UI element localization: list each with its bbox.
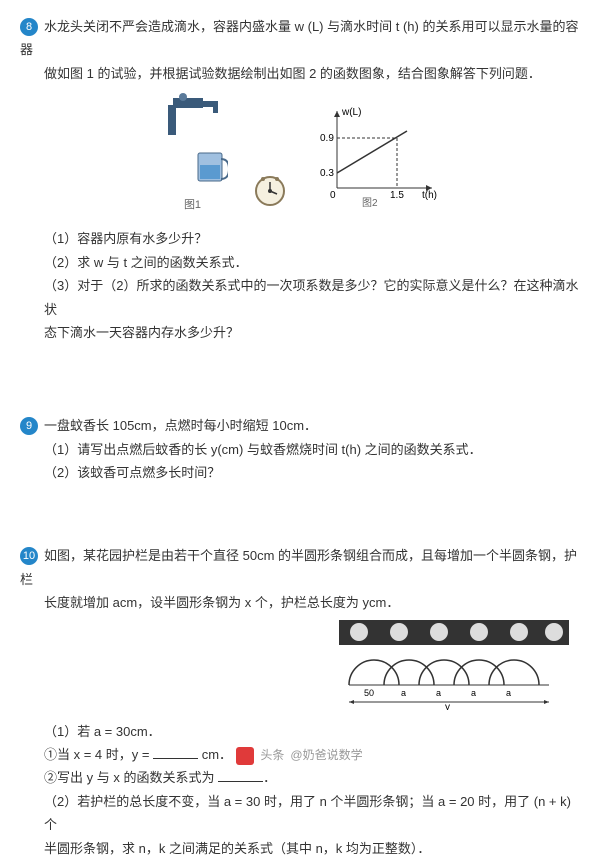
svg-text:a: a bbox=[436, 688, 441, 698]
q8-sub3b: 态下滴水一天容器内存水多少升？ bbox=[20, 321, 579, 344]
svg-text:1.5: 1.5 bbox=[390, 190, 404, 201]
svg-text:0.9: 0.9 bbox=[320, 133, 334, 144]
svg-text:图2: 图2 bbox=[362, 197, 378, 208]
footer: 头条 @奶爸说数学 bbox=[0, 745, 599, 767]
q10-line1: 如图，某花园护栏是由若干个直径 50cm 的半圆形条钢组合而成，且每增加一个半圆… bbox=[20, 548, 577, 586]
clock-icon bbox=[253, 174, 287, 215]
q10-line2: 长度就增加 acm，设半圆形条钢为 x 个，护栏总长度为 ycm． bbox=[20, 591, 579, 614]
blank-field bbox=[218, 769, 263, 782]
svg-text:0: 0 bbox=[330, 190, 336, 201]
svg-text:t(h): t(h) bbox=[422, 190, 437, 201]
q9-number-badge: 9 bbox=[20, 417, 38, 435]
q10-sub2b: 半圆形条钢，求 n，k 之间满足的关系式（其中 n，k 均为正整数）． bbox=[20, 837, 579, 860]
svg-text:0.3: 0.3 bbox=[320, 168, 334, 179]
tap-and-cup-icon bbox=[158, 93, 228, 188]
q9-line1: 一盘蚊香长 105cm，点燃时每小时缩短 10cm． bbox=[44, 418, 317, 433]
svg-text:y: y bbox=[445, 702, 450, 710]
q8-line1: 水龙头关闭不严会造成滴水，容器内盛水量 w (L) 与滴水时间 t (h) 的关… bbox=[20, 19, 578, 57]
q8-sub3a: （3）对于（2）所求的函数关系式中的一次项系数是多少？它的实际意义是什么？在这种… bbox=[20, 274, 579, 321]
footer-author: @奶爸说数学 bbox=[290, 745, 362, 767]
q9-sub2: （2）该蚊香可点燃多长时间？ bbox=[20, 461, 579, 484]
footer-brand: 头条 bbox=[260, 745, 284, 767]
question-10: 10如图，某花园护栏是由若干个直径 50cm 的半圆形条钢组合而成，且每增加一个… bbox=[20, 544, 579, 860]
q8-figure2: w(L) 0.9 0.3 0 1.5 t(h) 图2 bbox=[312, 103, 442, 215]
q10-number-badge: 10 bbox=[20, 547, 38, 565]
q10-sub1b-pre: ②写出 y 与 x 的函数关系式为 bbox=[44, 770, 218, 785]
q10-sub1b-post: ． bbox=[263, 770, 276, 785]
q10-sub1b: ②写出 y 与 x 的函数关系式为 ． bbox=[20, 766, 579, 789]
q9-sub1: （1）请写出点燃后蚊香的长 y(cm) 与蚊香燃烧时间 t(h) 之间的函数关系… bbox=[20, 438, 579, 461]
figure1-label: 图1 bbox=[158, 196, 228, 216]
q10-sub2a: （2）若护栏的总长度不变，当 a = 30 时，用了 n 个半圆形条钢；当 a … bbox=[20, 790, 579, 837]
q8-figures: 图1 bbox=[20, 93, 579, 215]
question-9: 9 一盘蚊香长 105cm，点燃时每小时缩短 10cm． （1）请写出点燃后蚊香的… bbox=[20, 414, 579, 484]
q10-sub1: （1）若 a = 30cm． bbox=[20, 720, 579, 743]
svg-text:w(L): w(L) bbox=[341, 107, 361, 118]
q8-number-badge: 8 bbox=[20, 18, 38, 36]
svg-text:50: 50 bbox=[364, 688, 374, 698]
q8-stem: 8水龙头关闭不严会造成滴水，容器内盛水量 w (L) 与滴水时间 t (h) 的… bbox=[20, 15, 579, 62]
svg-text:a: a bbox=[506, 688, 511, 698]
q8-figure1: 图1 bbox=[158, 93, 228, 215]
svg-text:a: a bbox=[401, 688, 406, 698]
q10-figure: 50 a a a a y bbox=[20, 620, 579, 710]
q8-sub2: （2）求 w 与 t 之间的函数关系式． bbox=[20, 251, 579, 274]
question-8: 8水龙头关闭不严会造成滴水，容器内盛水量 w (L) 与滴水时间 t (h) 的… bbox=[20, 15, 579, 344]
q8-line2: 做如图 1 的试验，并根据试验数据绘制出如图 2 的函数图象，结合图象解答下列问… bbox=[20, 62, 579, 85]
q8-sub1: （1）容器内原有水多少升？ bbox=[20, 227, 579, 250]
svg-text:a: a bbox=[471, 688, 476, 698]
toutiao-logo-icon bbox=[236, 747, 254, 765]
